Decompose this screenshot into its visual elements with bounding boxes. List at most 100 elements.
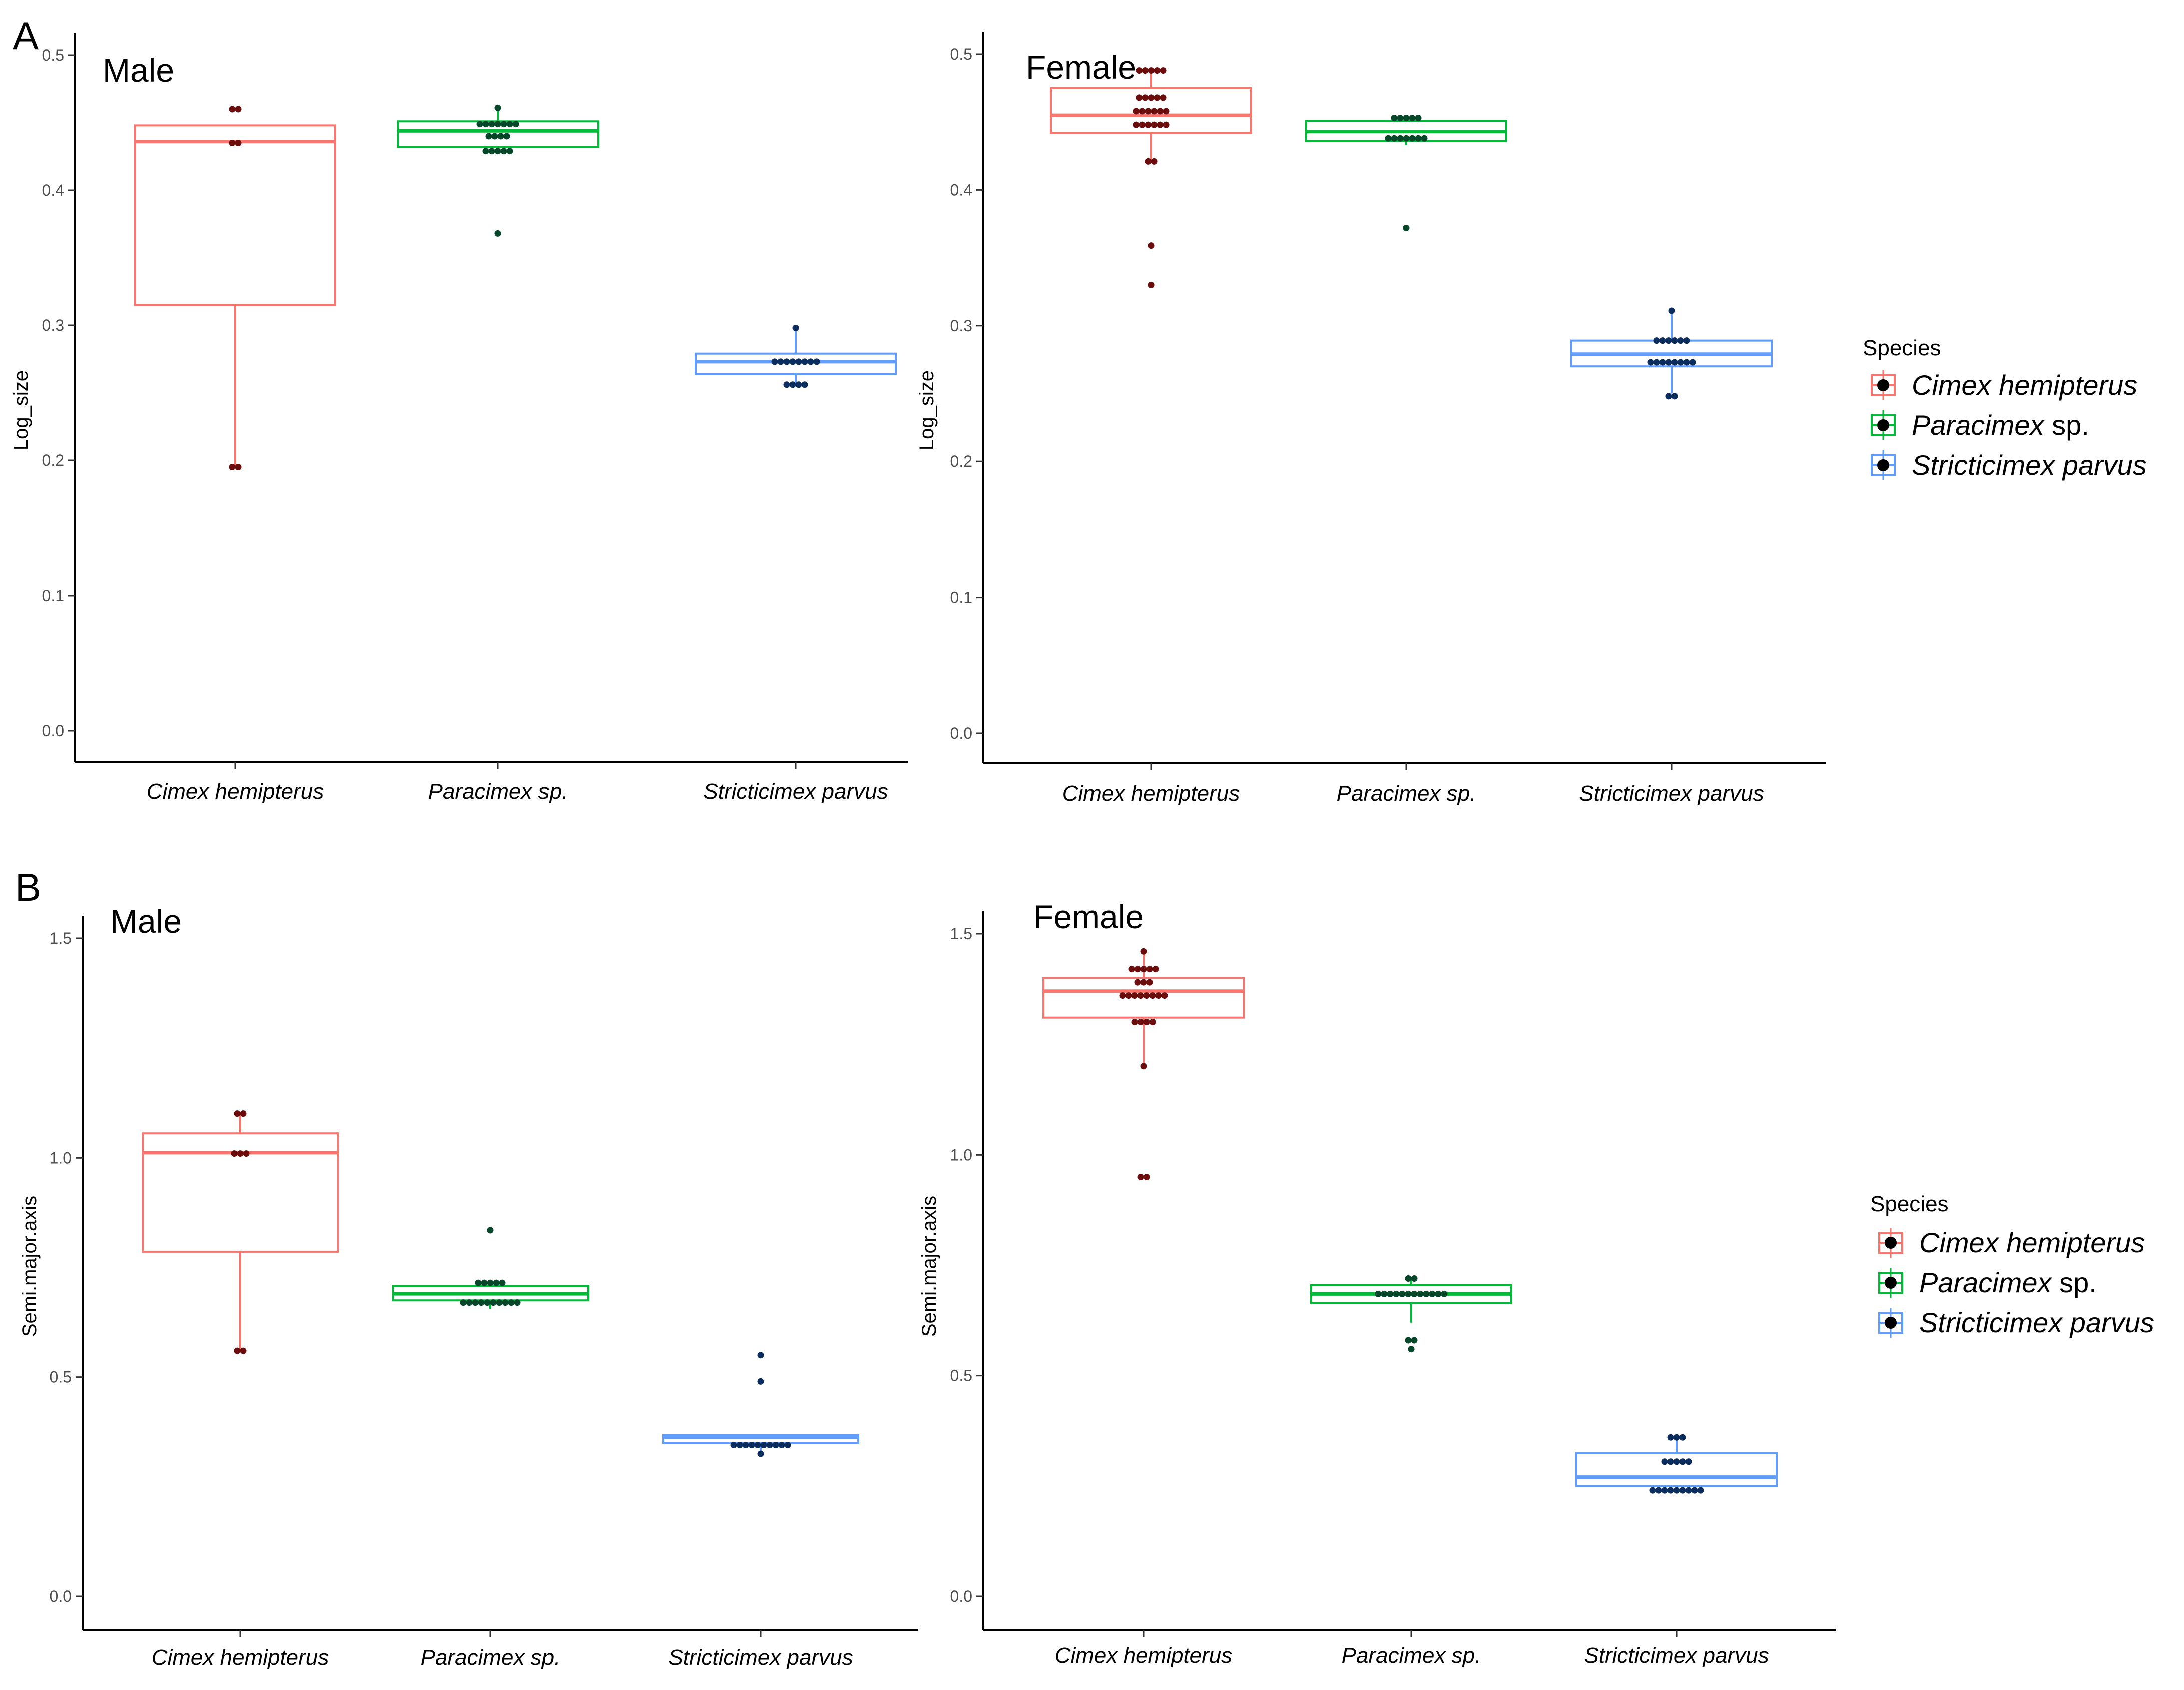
y-tick-label: 0.2 [950,452,972,470]
data-point [1647,359,1654,366]
data-point [1133,121,1140,128]
data-point [1679,1458,1686,1465]
legend-item-label: Stricticimex parvus [1912,449,2147,481]
data-point [1375,1290,1382,1297]
data-point [1148,94,1155,101]
data-point [1397,135,1404,142]
data-point [778,1442,785,1449]
data-point [1665,337,1672,344]
data-point [493,1279,500,1286]
data-point [1137,992,1144,999]
box-iqr [142,1132,339,1253]
legend-key-dot [1885,1317,1897,1329]
data-point [472,1299,479,1306]
data-point [499,1279,506,1286]
data-point [460,1299,467,1306]
data-point [777,358,784,365]
y-tick-label: 1.5 [950,925,972,943]
data-point [1677,359,1684,366]
data-point [494,104,501,111]
data-point [1131,992,1138,999]
data-point [1441,1290,1448,1297]
box-3 [662,1352,859,1457]
legend-item-label: Paracimex sp. [1919,1267,2097,1298]
data-point [1665,393,1672,400]
y-axis-label: Semi.major.axis [19,1196,41,1337]
data-point [1385,135,1392,142]
data-point [1691,1487,1698,1494]
data-point [1403,135,1410,142]
panel-title: Female [1033,898,1144,935]
panel-title: Male [103,52,174,89]
data-point [229,106,236,113]
data-point [488,121,495,128]
data-point [789,358,796,365]
data-point [1679,1434,1686,1441]
data-point [481,1279,488,1286]
data-point [229,140,236,146]
data-point [1399,1290,1406,1297]
data-point [1415,115,1422,122]
data-point [1667,1487,1674,1494]
data-point [231,1150,238,1157]
box-iqr [1575,1452,1778,1487]
data-point [240,1347,247,1354]
data-point [1391,135,1398,142]
data-point [813,358,820,365]
box-3 [1570,307,1773,400]
data-point [1148,281,1155,288]
box-3 [695,324,897,388]
data-point [1140,948,1147,955]
data-point [514,1299,521,1306]
data-point [1136,94,1143,101]
data-point [766,1442,773,1449]
data-point [771,358,778,365]
data-point [476,121,483,128]
data-point [1417,1290,1424,1297]
data-point [757,1378,764,1385]
y-tick-label: 1.0 [50,1149,72,1167]
legend-item-italic: Cimex hemipterus [1912,369,2137,401]
panel-label-a: A [13,14,39,58]
data-point [1411,1290,1418,1297]
y-tick-label: 0.1 [42,587,64,605]
data-point [748,1442,755,1449]
data-point [1145,121,1152,128]
data-point [760,1442,767,1449]
data-point [1661,1458,1668,1465]
y-tick-label: 1.0 [950,1146,972,1164]
y-tick-label: 0.5 [50,1368,72,1386]
data-point [1128,966,1135,973]
data-point [235,140,242,146]
data-point [234,1347,241,1354]
data-point [754,1442,761,1449]
data-point [1421,135,1428,142]
data-point [1649,1487,1656,1494]
data-point [1403,115,1410,122]
y-tick-label: 0.5 [950,45,972,63]
data-point [490,1299,497,1306]
y-tick-label: 0.4 [950,181,972,199]
box-1 [1042,948,1245,1180]
data-point [1409,115,1416,122]
data-point [235,106,242,113]
data-point [1411,1337,1418,1344]
x-tick-label: Cimex hemipterus [152,1645,329,1670]
data-point [1149,1019,1156,1026]
data-point [1151,158,1158,165]
data-point [1677,337,1684,344]
x-tick-label: Stricticimex parvus [1584,1643,1769,1668]
box-3 [1575,1434,1778,1494]
data-point [1673,1434,1680,1441]
data-point [1154,67,1161,74]
data-point [484,1299,491,1306]
y-tick-label: 0.5 [950,1367,972,1385]
data-point [482,121,489,128]
data-point [1155,992,1162,999]
legend-item-suffix: sp. [2052,1267,2097,1298]
data-point [1671,359,1678,366]
data-point [1154,94,1161,101]
data-point [801,381,808,388]
data-point [1157,108,1164,115]
